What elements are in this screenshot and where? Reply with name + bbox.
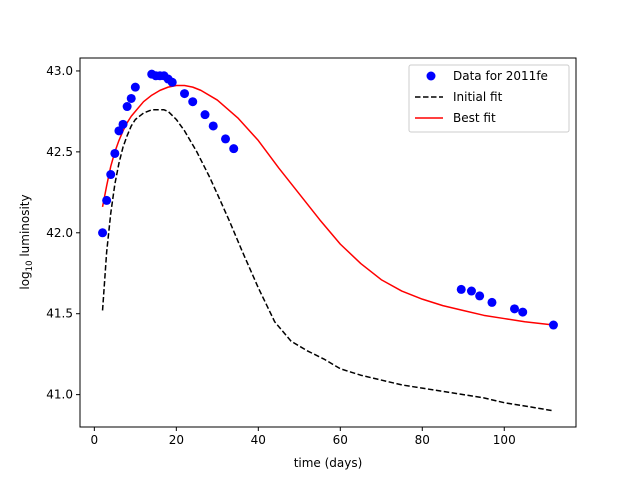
y-tick-label: 43.0 (46, 64, 73, 78)
legend-label-initial-fit: Initial fit (453, 90, 503, 104)
legend-label-data: Data for 2011fe (453, 69, 548, 83)
plot-area (79, 57, 577, 428)
y-tick-label: 42.5 (46, 145, 73, 159)
data-point (118, 119, 128, 129)
data-point (518, 307, 528, 317)
data-point (466, 286, 476, 296)
legend-box (408, 64, 570, 133)
data-point (456, 284, 466, 294)
data-point (200, 110, 210, 120)
data-point (106, 170, 116, 180)
data-point (188, 97, 198, 107)
data-point (126, 93, 136, 103)
x-tick-label: 80 (415, 433, 430, 447)
data-point (122, 102, 132, 112)
y-axis-ticks: 41.0 41.5 42.0 42.5 43.0 (46, 64, 80, 402)
y-axis-label-subscript: 10 (25, 261, 35, 272)
y-tick-label: 42.0 (46, 226, 73, 240)
series-layer (98, 69, 558, 412)
x-axis-label: time (days) (294, 456, 363, 470)
x-tick-label: 40 (251, 433, 266, 447)
data-point (208, 121, 218, 131)
legend-label-best-fit: Best fit (453, 111, 496, 125)
y-axis-label: log10 luminosity (18, 194, 35, 289)
data-point (221, 134, 231, 144)
legend-marker-data (426, 71, 436, 81)
data-point (114, 126, 124, 136)
data-point (510, 304, 520, 314)
legend: Data for 2011fe Initial fit Best fit (408, 64, 570, 133)
x-tick-label: 100 (493, 433, 516, 447)
y-axis-label-suffix: luminosity (18, 194, 32, 260)
data-point (130, 82, 140, 92)
data-point (110, 148, 120, 158)
data-point (548, 320, 558, 330)
x-tick-label: 20 (169, 433, 184, 447)
initial-fit-line (101, 109, 554, 412)
plot-frame (79, 57, 577, 428)
y-tick-label: 41.5 (46, 307, 73, 321)
data-point (102, 195, 112, 205)
y-axis-label-prefix: log (18, 271, 32, 289)
data-point (475, 291, 485, 301)
data-point (487, 297, 497, 307)
data-point (180, 89, 190, 99)
data-point (167, 77, 177, 87)
x-tick-label: 60 (333, 433, 348, 447)
x-tick-label: 0 (91, 433, 99, 447)
data-point (229, 144, 239, 154)
y-tick-label: 41.0 (46, 388, 73, 402)
data-point (98, 228, 108, 238)
x-axis-ticks: 0 20 40 60 80 100 (91, 427, 516, 447)
